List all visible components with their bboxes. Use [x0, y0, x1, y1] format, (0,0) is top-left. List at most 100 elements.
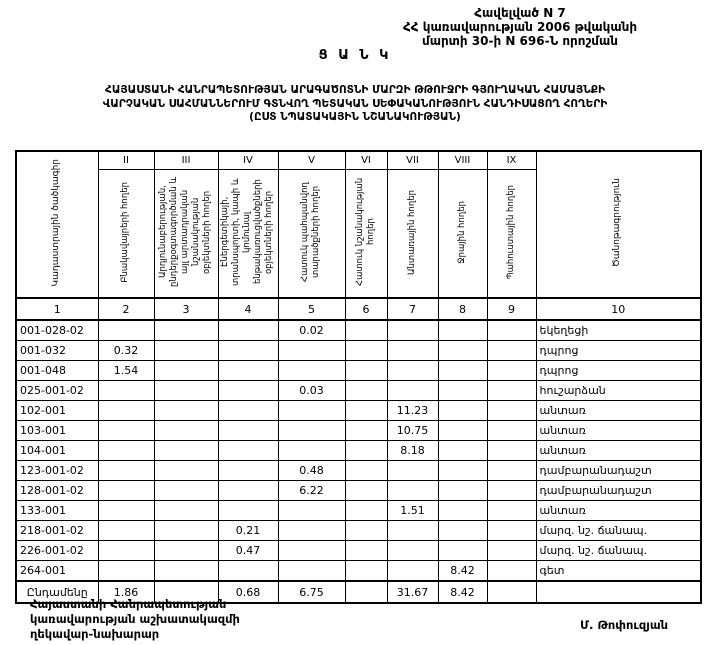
cell-code: 218-001-02: [15, 520, 99, 541]
cell-value: [217, 360, 279, 381]
cell-note: դամբարանադաշտ: [535, 480, 702, 501]
total-label: Ընդամենը: [15, 580, 99, 604]
cell-value: 0.21: [217, 520, 279, 541]
table-row: 001-028-02 0.02 եկեղեցի: [15, 319, 702, 341]
cell-value: [153, 480, 219, 501]
cell-value: [344, 500, 388, 521]
total-row: Ընդամենը 1.86 0.68 6.75 31.67 8.42: [15, 580, 702, 604]
cell-value: [386, 460, 439, 481]
total-value: [153, 580, 219, 604]
cell-value: 0.32: [97, 340, 155, 361]
cell-code: 226-001-02: [15, 540, 99, 561]
annex-reference: Հավելված N 7 ՀՀ կառավարության 2006 թվակա…: [345, 6, 695, 48]
cell-value: [277, 440, 346, 461]
cell-value: [344, 319, 388, 341]
cell-value: [386, 319, 439, 341]
cell-note: դպրոց: [535, 360, 702, 381]
cell-value: [277, 540, 346, 561]
cell-value: 1.51: [386, 500, 439, 521]
header-note-label: Ծանոթագրություն: [612, 178, 623, 268]
cell-value: [153, 560, 219, 582]
cell-value: [344, 380, 388, 401]
cell-value: 0.03: [277, 380, 346, 401]
cell-note: դպրոց: [535, 340, 702, 361]
cell-value: [386, 340, 439, 361]
cell-value: [217, 460, 279, 481]
table-row: 123-001-02 0.48 դամբարանադաշտ: [15, 460, 702, 481]
document-title: Ց Ա Ն Կ: [318, 48, 392, 63]
cell-value: 6.22: [277, 480, 346, 501]
total-value: 0.68: [217, 580, 279, 604]
cell-value: [97, 560, 155, 582]
col-num: 8: [437, 297, 488, 321]
header-reserve-lands: Պահուստային հողեր: [486, 169, 537, 299]
col-num: 2: [97, 297, 155, 321]
cell-value: [437, 480, 488, 501]
cell-value: [277, 420, 346, 441]
document-subtitle: ՀԱՅԱՍՏԱՆԻ ՀԱՆՐԱՊԵՏՈՒԹՅԱՆ ԱՐԱԳԱԾՈՏՆԻ ՄԱՐԶ…: [5, 84, 705, 125]
total-note: [535, 580, 702, 604]
total-value: 31.67: [386, 580, 439, 604]
cell-code: 102-001: [15, 400, 99, 421]
cell-value: [153, 319, 219, 341]
cell-value: [217, 440, 279, 461]
table-row: 103-001 10.75 անտառ: [15, 420, 702, 441]
cell-value: [217, 420, 279, 441]
cell-note: անտառ: [535, 420, 702, 441]
cell-code: 104-001: [15, 440, 99, 461]
cell-value: [486, 340, 537, 361]
header-cadastral-code-label: Կադաստրային ծածկագիր: [51, 159, 62, 287]
table-row: 218-001-02 0.21 մարզ. նշ. ճանապ.: [15, 520, 702, 541]
cell-value: [437, 400, 488, 421]
table-row: 001-048 1.54 դպրոց: [15, 360, 702, 381]
cell-value: [277, 360, 346, 381]
cell-note: անտառ: [535, 440, 702, 461]
cell-note: դամբարանադաշտ: [535, 460, 702, 481]
cell-value: 10.75: [386, 420, 439, 441]
cell-note: հուշարձան: [535, 380, 702, 401]
cell-note: մարզ. նշ. ճանապ.: [535, 520, 702, 541]
col-num: 5: [277, 297, 346, 321]
cell-value: 11.23: [386, 400, 439, 421]
cell-value: [437, 360, 488, 381]
land-parcels-table: Կադաստրային ծածկագիր II III IV V VI VII …: [15, 150, 702, 604]
signature-line-3: ղեկավար-նախարար: [30, 626, 160, 641]
cell-value: [277, 560, 346, 582]
table-row: 226-001-02 0.47 մարզ. նշ. ճանապ.: [15, 540, 702, 561]
cell-value: [486, 420, 537, 441]
cell-value: [153, 420, 219, 441]
col-num: 7: [386, 297, 439, 321]
cell-value: [97, 319, 155, 341]
cell-value: [97, 400, 155, 421]
cell-value: [97, 520, 155, 541]
cell-value: [437, 500, 488, 521]
cell-code: 001-028-02: [15, 319, 99, 341]
subtitle-line-1: ՀԱՅԱՍՏԱՆԻ ՀԱՆՐԱՊԵՏՈՒԹՅԱՆ ԱՐԱԳԱԾՈՏՆԻ ՄԱՐԶ…: [105, 84, 605, 96]
table-row: 128-001-02 6.22 դամբարանադաշտ: [15, 480, 702, 501]
cell-value: [217, 319, 279, 341]
signature-block: Հայաստանի Հանրապետության կառավարության ա…: [30, 597, 240, 642]
cell-value: [486, 560, 537, 582]
cell-value: [437, 319, 488, 341]
roman-VII: VII: [386, 150, 439, 170]
header-industrial-lands: Արդյունաբերության, ընդերքօգտագործման և ա…: [153, 169, 219, 299]
cell-value: [153, 400, 219, 421]
cell-value: [486, 520, 537, 541]
col-num: 1: [15, 297, 99, 321]
cell-value: [153, 440, 219, 461]
annex-line-3: մարտի 30-ի N 696-Ն որոշման: [421, 34, 618, 49]
cell-value: [217, 480, 279, 501]
total-value: 1.86: [97, 580, 155, 604]
annex-line-1: Հավելված N 7: [474, 6, 566, 20]
col-num: 9: [486, 297, 537, 321]
cell-value: [153, 380, 219, 401]
col-num: 10: [535, 297, 702, 321]
cell-value: [97, 480, 155, 501]
table-row: 102-001 11.23 անտառ: [15, 400, 702, 421]
cell-value: [153, 520, 219, 541]
cell-value: [486, 540, 537, 561]
cell-code: 103-001: [15, 420, 99, 441]
subtitle-line-2: ՎԱՐՉԱԿԱՆ ՍԱՀՄԱՆՆԵՐՈՒՄ ԳՏՆՎՈՂ ՊԵՏԱԿԱՆ ՍԵՓ…: [102, 97, 608, 110]
cell-code: 001-048: [15, 360, 99, 381]
